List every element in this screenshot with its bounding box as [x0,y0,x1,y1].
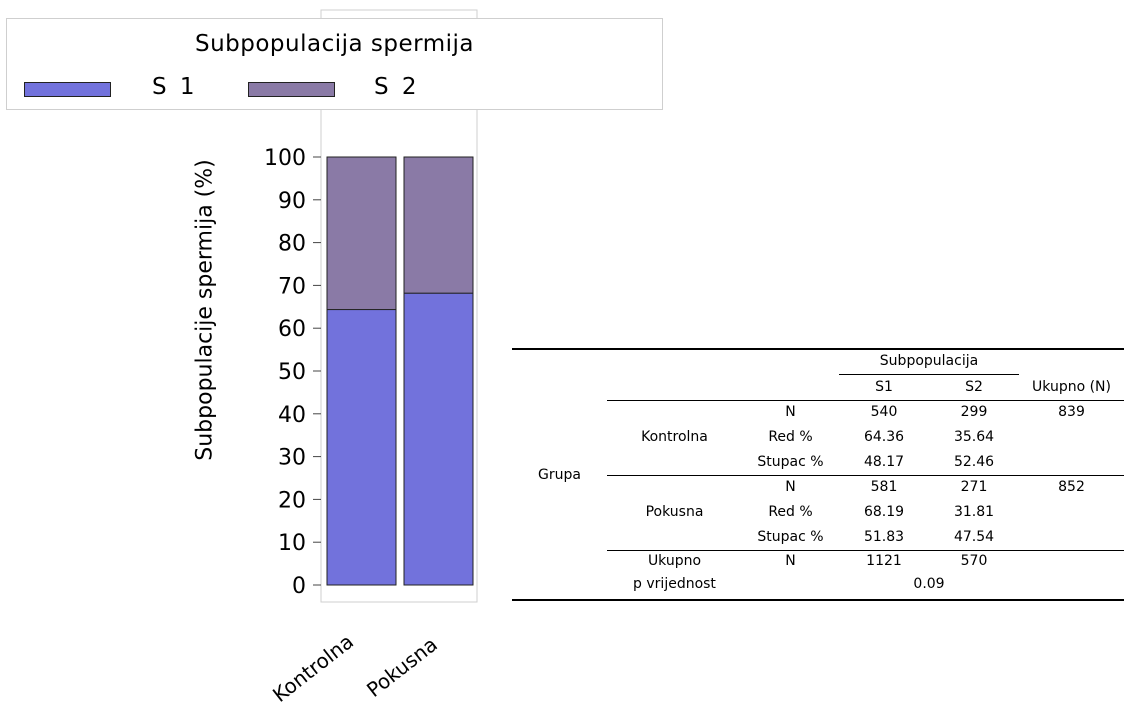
legend: Subpopulacija spermija S 1 S 2 [6,18,663,110]
table-cell-s1: 68.19 [863,504,905,520]
table-cell-s2: 47.54 [953,529,995,545]
legend-swatch-s2 [248,82,335,97]
group-label: Kontrolna [641,429,708,445]
table-cell-s2: 35.64 [953,429,995,445]
total-row-label: Ukupno [647,553,702,569]
y-tick-label: 10 [278,531,306,556]
total-row-stat: N [785,553,796,569]
table-cell-s2: 271 [960,479,988,495]
y-tick-label: 40 [278,403,306,428]
y-tick-label: 60 [278,317,306,342]
group-label: Pokusna [645,504,704,520]
y-tick-label: 30 [278,446,306,471]
y-tick-label: 70 [278,274,306,299]
total-row-s2: 570 [960,553,988,569]
y-tick-label: 90 [278,189,306,214]
y-tick-label: 50 [278,360,306,385]
bar-kontrolna-s2 [326,156,397,311]
group-separator-2 [607,550,1124,551]
table-cell-stat: N [785,479,796,495]
header-total: Ukupno (N) [1032,379,1111,395]
p-value: 0.09 [913,576,945,592]
table-cell-s1: 64.36 [863,429,905,445]
legend-label-s1: S 1 [152,74,198,100]
table-cell-stat: Red % [768,429,813,445]
row-group-label: Grupa [538,467,581,483]
table-cell-s2: 52.46 [953,454,995,470]
table-top-rule [512,348,1124,350]
y-tick-label: 80 [278,232,306,257]
bar-pokusna-s2 [403,156,474,294]
y-tick-label: 100 [264,146,306,171]
crosstab-table: Subpopulacija S1 S2 Ukupno (N) Grupa Kon… [512,345,1124,601]
p-value-label: p vrijednost [633,576,716,592]
legend-swatch-s1 [24,82,111,97]
table-cell-s1: 48.17 [863,454,905,470]
plot-frame [320,9,478,603]
total-row-s1: 1121 [866,553,902,569]
y-axis-label: Subpopulacije spermija (%) [192,159,218,461]
y-tick-label: 20 [278,488,306,513]
table-cell-s1: 540 [870,404,898,420]
bar-pokusna-s1 [403,292,474,586]
table-cell-total: 852 [1058,479,1085,495]
group-separator-1 [607,475,1124,476]
table-cell-s2: 31.81 [953,504,995,520]
table-cell-stat: Red % [768,504,813,520]
table-cell-s1: 51.83 [863,529,905,545]
table-cell-stat: Stupac % [757,454,824,470]
legend-label-s2: S 2 [374,74,420,100]
table-cell-s2: 299 [960,404,988,420]
bar-kontrolna-s1 [326,309,397,586]
y-tick-label: 0 [292,574,306,599]
table-cell-s1: 581 [870,479,898,495]
header-group-underline [839,374,1019,375]
header-s1: S1 [875,379,893,395]
legend-title: Subpopulacija spermija [194,31,474,57]
header-bottom-rule [607,400,1124,401]
table-cell-stat: N [785,404,796,420]
header-s2: S2 [965,379,983,395]
table-cell-stat: Stupac % [757,529,824,545]
table-bottom-rule [512,599,1124,601]
header-group: Subpopulacija [879,353,979,369]
table-cell-total: 839 [1058,404,1085,420]
